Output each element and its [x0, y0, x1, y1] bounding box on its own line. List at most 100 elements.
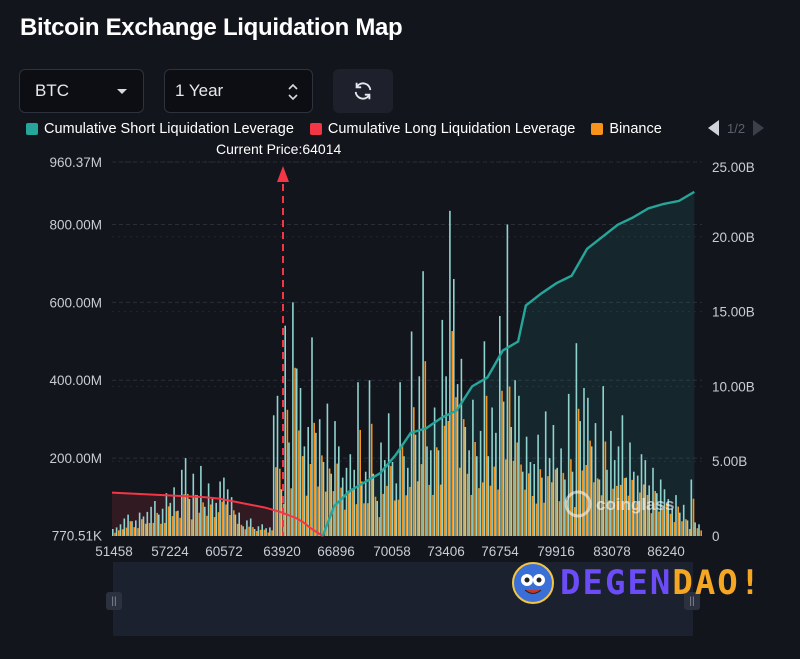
short-liquidation-line: [321, 190, 695, 537]
binance-bar: [114, 532, 116, 536]
total-liquidation-bar: [219, 481, 221, 536]
binance-bar: [482, 482, 484, 536]
total-liquidation-bar: [476, 456, 478, 536]
y-right-tick-label: 5.00B: [712, 454, 747, 469]
total-liquidation-bar: [330, 473, 332, 536]
total-liquidation-bar: [541, 477, 543, 536]
binance-bar: [183, 494, 185, 536]
binance-bar: [263, 529, 266, 536]
y-right-tick-label: 25.00B: [712, 160, 755, 175]
total-liquidation-bar: [380, 442, 382, 536]
binance-bar: [401, 443, 404, 536]
total-liquidation-bar: [253, 529, 256, 536]
navigator-right-handle[interactable]: ||: [684, 592, 700, 610]
total-liquidation-bar: [460, 358, 463, 536]
y-left-tick-label: 600.00M: [49, 295, 102, 310]
binance-bar: [432, 494, 434, 536]
total-liquidation-bar: [215, 502, 217, 536]
total-liquidation-bar: [510, 427, 512, 536]
binance-bar: [635, 503, 637, 536]
total-liquidation-bar: [686, 520, 689, 536]
total-liquidation-bar: [426, 446, 428, 536]
total-liquidation-bar: [694, 522, 696, 536]
legend-label: Cumulative Short Liquidation Leverage: [44, 121, 294, 137]
total-liquidation-bar: [257, 526, 260, 536]
total-liquidation-bar: [395, 483, 398, 536]
binance-bar: [328, 468, 331, 536]
legend-item-short[interactable]: Cumulative Short Liquidation Leverage: [26, 121, 294, 137]
total-liquidation-bar: [544, 411, 547, 536]
binance-bar: [474, 442, 476, 536]
binance-bar: [658, 511, 660, 536]
binance-bar: [593, 482, 595, 536]
binance-bar: [627, 495, 630, 536]
binance-bar: [359, 429, 361, 536]
total-liquidation-bar: [357, 382, 359, 536]
binance-bar: [190, 519, 193, 536]
legend-pager: 1/2: [708, 120, 765, 136]
legend-item-long[interactable]: Cumulative Long Liquidation Leverage: [309, 121, 575, 137]
range-select[interactable]: 1 Year: [164, 69, 313, 113]
binance-bar: [355, 504, 358, 536]
binance-bar: [210, 504, 212, 536]
navigator-left-handle[interactable]: ||: [106, 592, 122, 610]
binance-bar: [451, 331, 453, 536]
binance-bar: [298, 430, 300, 536]
symbol-select[interactable]: BTC: [19, 69, 144, 113]
total-liquidation-bar: [322, 462, 325, 536]
binance-bar: [240, 524, 243, 536]
total-liquidation-bar: [372, 473, 375, 536]
total-liquidation-bar: [276, 395, 279, 536]
binance-bar: [566, 500, 568, 536]
refresh-button[interactable]: [333, 69, 393, 113]
binance-bar: [562, 472, 565, 536]
total-liquidation-bar: [652, 467, 654, 536]
total-liquidation-bar: [207, 483, 210, 536]
binance-bar: [443, 425, 446, 536]
binance-bar: [489, 485, 492, 536]
degendao-wordmark: DEGENDAO!: [560, 563, 762, 603]
binance-bar: [305, 495, 308, 536]
x-tick-label: 83078: [593, 544, 631, 559]
range-navigator[interactable]: [113, 562, 693, 636]
total-liquidation-bar: [238, 512, 240, 536]
binance-bar: [551, 482, 553, 536]
total-liquidation-bar: [165, 493, 168, 536]
binance-bar: [309, 464, 312, 536]
total-liquidation-bar: [502, 401, 505, 536]
total-liquidation-bar: [192, 473, 195, 536]
legend-item-binance[interactable]: Binance: [591, 121, 662, 137]
total-liquidation-bar: [617, 446, 620, 536]
x-tick-label: 79916: [537, 544, 575, 559]
binance-bar: [589, 440, 591, 536]
total-liquidation-bar: [154, 501, 156, 536]
binance-bar: [700, 530, 702, 536]
binance-bar: [665, 503, 668, 536]
binance-bar: [118, 530, 120, 536]
total-liquidation-bar: [391, 462, 394, 536]
prev-page-icon[interactable]: [708, 120, 719, 136]
binance-bar: [642, 484, 645, 536]
binance-bar: [171, 516, 174, 536]
binance-bar: [121, 529, 124, 536]
total-liquidation-bar: [564, 479, 566, 536]
y-right-tick-label: 20.00B: [712, 230, 755, 245]
binance-bar: [244, 529, 247, 536]
total-liquidation-bar: [606, 469, 608, 536]
wordmark-part: DEGEN: [560, 563, 673, 603]
binance-bar: [673, 522, 676, 536]
total-liquidation-bar: [441, 319, 444, 536]
total-liquidation-bar: [376, 501, 378, 536]
binance-bar: [623, 478, 626, 536]
x-tick-label: 86240: [647, 544, 685, 559]
binance-bar: [574, 507, 576, 536]
total-liquidation-bar: [472, 399, 474, 536]
y-left-tick-label: 960.37M: [49, 155, 102, 170]
total-liquidation-bar: [437, 450, 440, 536]
binance-bar: [413, 407, 415, 536]
next-page-icon[interactable]: [753, 120, 765, 136]
binance-bar: [290, 488, 292, 536]
total-liquidation-bar: [200, 465, 202, 536]
total-liquidation-bar: [690, 479, 693, 536]
total-liquidation-bar: [112, 529, 114, 536]
